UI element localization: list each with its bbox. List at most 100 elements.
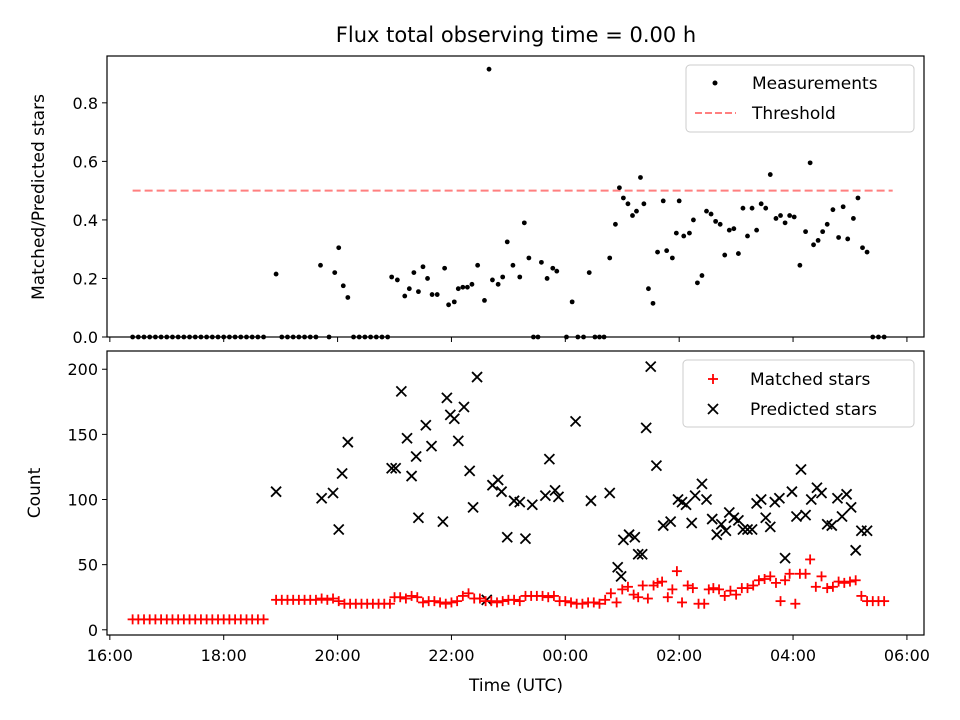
x-tick-label: 22:00 <box>428 646 474 665</box>
predicted-star-point <box>514 496 526 508</box>
predicted-star-point <box>815 487 828 499</box>
measurement-point <box>791 214 797 220</box>
measurement-point <box>830 207 836 213</box>
measurement-point <box>460 284 466 290</box>
matched-star-point <box>322 594 333 605</box>
predicted-star-point <box>425 440 438 452</box>
matched-star-point <box>662 592 673 603</box>
predicted-star-point <box>732 514 745 526</box>
matched-star-point <box>719 590 730 601</box>
measurement-point <box>824 221 830 227</box>
predicted-star-point <box>861 525 873 537</box>
matched-star-point <box>310 594 321 605</box>
matched-star-point <box>699 598 710 609</box>
top-y-tick-label: 0.2 <box>73 269 98 288</box>
predicted-star-point <box>737 523 749 536</box>
matched-star-point <box>395 592 406 603</box>
measurement-point <box>336 245 342 251</box>
predicted-star-point <box>700 493 713 506</box>
bottom-plot-frame <box>106 350 925 636</box>
predicted-star-point <box>850 544 862 556</box>
measurement-point <box>740 205 746 211</box>
measurement-point <box>797 262 803 268</box>
bottom-y-tick-label: 150 <box>67 425 98 444</box>
measurement-point <box>607 255 613 261</box>
measurement-point <box>695 280 700 286</box>
measurement-point <box>500 274 506 280</box>
measurement-point <box>510 262 516 268</box>
predicted-star-point <box>569 415 582 427</box>
legend-matched-label: Matched stars <box>750 370 870 390</box>
bottom-x-axis: 16:00 18:00 20:00 22:00 00:00 02:00 04:00 06:00 <box>87 635 930 665</box>
measurement-point <box>735 251 741 256</box>
matched-star-point <box>617 584 628 595</box>
bottom-y-axis: 0 50 100 150 200 <box>67 360 107 640</box>
matched-star-point <box>328 593 339 604</box>
predicted-star-point <box>720 525 732 537</box>
matched-star-point <box>822 583 833 594</box>
measurement-point <box>586 270 592 276</box>
matched-star-point <box>333 596 344 607</box>
predicted-star-point <box>481 594 493 606</box>
predicted-star-point <box>448 413 460 425</box>
top-y-axis-label: Matched/Predicted stars <box>29 94 49 300</box>
matched-star-point <box>784 568 795 579</box>
measurement-point <box>402 293 408 299</box>
matched-star-point <box>839 577 850 588</box>
matched-star-point <box>400 593 411 604</box>
measurement-point <box>482 298 487 303</box>
bottom-legend-box <box>682 359 915 428</box>
matched-star-point <box>406 590 417 601</box>
predicted-star-point <box>746 523 758 536</box>
measurement-point <box>717 221 723 227</box>
measurement-point <box>625 201 631 207</box>
predicted-star-point <box>786 486 798 498</box>
matched-star-point <box>543 592 554 603</box>
matched-star-point <box>548 590 559 601</box>
measurement-point <box>860 245 865 251</box>
measurement-point <box>420 264 426 270</box>
measurement-point <box>820 229 826 235</box>
predicted-star-point <box>831 492 844 504</box>
predicted-star-point <box>501 531 513 543</box>
matched-star-point <box>850 575 861 586</box>
predicted-star-point <box>519 532 532 545</box>
measurement-point <box>840 204 846 210</box>
bottom-y-tick-label: 100 <box>67 491 98 510</box>
measurement-point <box>836 235 841 240</box>
predicted-star-point <box>650 460 663 472</box>
matched-star-point <box>446 597 457 608</box>
predicted-star-point <box>386 462 398 474</box>
predicted-star-point <box>680 499 692 511</box>
predicted-star-point <box>452 435 464 447</box>
predicted-star-point <box>327 487 339 499</box>
predicted-star-point <box>741 523 754 536</box>
predicted-star-point <box>826 519 838 532</box>
matched-star-point <box>429 596 440 607</box>
legend-predicted-marker <box>707 403 719 415</box>
predicted-star-point <box>696 478 708 490</box>
measurement-point <box>754 227 760 233</box>
predicted-star-point <box>420 419 432 431</box>
measurement-point <box>763 205 769 211</box>
predicted-star-point <box>336 467 348 480</box>
legend-threshold-label: Threshold <box>751 104 836 124</box>
matched-star-point <box>435 597 446 608</box>
matched-star-point <box>316 593 327 604</box>
measurement-point <box>749 205 755 211</box>
predicted-star-point <box>686 517 698 529</box>
measurement-point <box>617 185 622 191</box>
measurement-point <box>691 217 696 223</box>
measurement-point <box>544 276 550 281</box>
measurement-point <box>425 276 430 281</box>
matched-star-point <box>486 596 497 607</box>
matched-star-point <box>600 594 611 605</box>
matched-star-point <box>775 596 786 607</box>
measurement-point <box>446 302 452 308</box>
matched-star-point <box>671 566 682 577</box>
x-tick-label: 18:00 <box>201 646 247 665</box>
x-tick-label: 06:00 <box>884 646 930 665</box>
matched-star-point <box>816 571 827 582</box>
measurement-point <box>676 198 682 204</box>
